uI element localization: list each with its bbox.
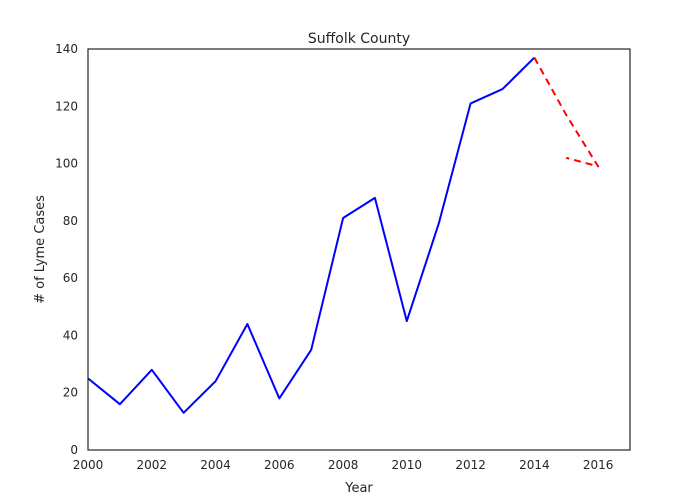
- series-layer: [87, 56, 600, 414]
- x-axis-title: Year: [344, 481, 373, 496]
- y-tick-label: 120: [55, 99, 78, 113]
- y-tick-label: 140: [55, 42, 78, 56]
- y-tick-label: 0: [70, 443, 78, 457]
- x-tick-label: 2008: [328, 458, 359, 472]
- projection-line: [533, 57, 600, 168]
- x-tick-label: 2002: [137, 458, 168, 472]
- y-tick-label: 100: [55, 157, 78, 171]
- y-tick-label: 40: [63, 328, 78, 342]
- x-tick-label: 2006: [264, 458, 295, 472]
- y-tick-label: 80: [63, 214, 78, 228]
- y-axis-title: # of Lyme Cases: [33, 195, 48, 304]
- x-tick-label: 2010: [392, 458, 423, 472]
- y-tick-labels: 0 20 40 60 80 100 120 140: [55, 42, 78, 457]
- x-tick-label: 2000: [73, 458, 104, 472]
- x-tick-labels: 2000 2002 2004 2006 2008 2010 2012 2014 2016: [73, 458, 614, 472]
- cases-line: [87, 56, 536, 414]
- y-tick-label: 60: [63, 271, 78, 285]
- x-tick-label: 2016: [583, 458, 614, 472]
- plot-frame: [87, 48, 631, 451]
- x-tick-label: 2004: [200, 458, 231, 472]
- x-tick-label: 2012: [455, 458, 486, 472]
- y-tick-label: 20: [63, 386, 78, 400]
- x-tick-label: 2014: [519, 458, 550, 472]
- chart-title: Suffolk County: [308, 31, 410, 47]
